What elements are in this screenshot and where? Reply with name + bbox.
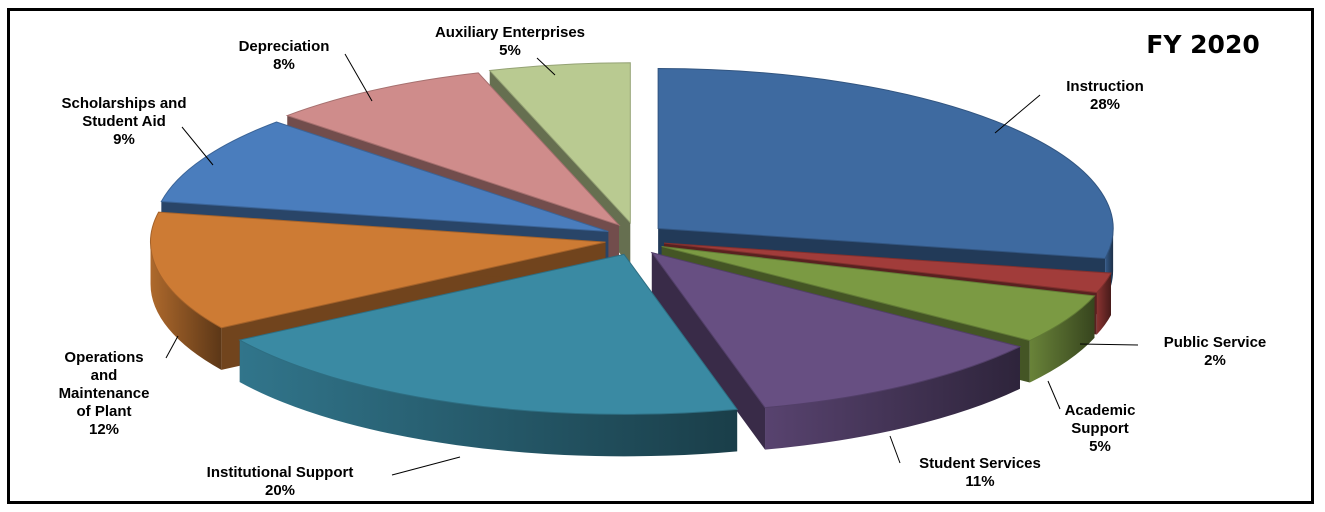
pie-slice xyxy=(658,68,1113,258)
leader-line xyxy=(392,457,460,475)
slice-label: Academic Support 5% xyxy=(1065,402,1136,455)
slice-label: Public Service 2% xyxy=(1164,334,1267,369)
slice-label: Instruction 28% xyxy=(1066,78,1144,113)
slice-label: Auxiliary Enterprises 5% xyxy=(435,24,585,59)
slice-tops xyxy=(151,63,1114,415)
leader-line xyxy=(182,127,213,165)
pie-chart: Instruction 28% Public Service 2% Academic Su… xyxy=(10,11,1311,501)
leader-line xyxy=(1048,381,1060,409)
slice-label: Institutional Support 20% xyxy=(207,464,354,499)
chart-title: FY 2020 xyxy=(1146,30,1259,59)
slice-label: Scholarships and Student Aid 9% xyxy=(61,95,186,148)
slice-label: Operations and Maintenance of Plant 12% xyxy=(59,349,150,438)
leader-line xyxy=(1080,344,1138,345)
slice-label: Student Services 11% xyxy=(919,455,1041,490)
leader-line xyxy=(166,336,178,358)
slice-label: Depreciation 8% xyxy=(239,38,330,73)
leader-line xyxy=(995,95,1040,133)
leader-line xyxy=(890,436,900,463)
chart-frame: Instruction 28% Public Service 2% Academic Su… xyxy=(7,8,1314,504)
